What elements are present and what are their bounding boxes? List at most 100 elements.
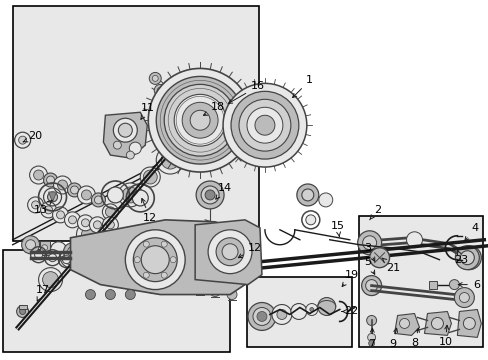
Circle shape [276, 310, 286, 319]
Circle shape [83, 250, 89, 256]
Circle shape [154, 84, 166, 96]
Circle shape [196, 181, 224, 209]
Circle shape [109, 245, 119, 255]
Circle shape [118, 183, 142, 207]
Circle shape [81, 190, 91, 200]
Polygon shape [394, 314, 419, 336]
Circle shape [459, 251, 473, 265]
Circle shape [296, 184, 318, 206]
Circle shape [157, 87, 163, 93]
Circle shape [41, 202, 57, 218]
Circle shape [20, 309, 25, 315]
Circle shape [156, 76, 244, 164]
Circle shape [106, 221, 114, 229]
Circle shape [133, 238, 177, 282]
Circle shape [210, 287, 220, 297]
Circle shape [63, 243, 81, 261]
Circle shape [369, 248, 389, 268]
Circle shape [188, 103, 202, 117]
Polygon shape [424, 311, 450, 336]
Bar [13, 6, 259, 241]
Circle shape [368, 340, 374, 346]
Circle shape [118, 123, 132, 137]
Circle shape [94, 196, 102, 204]
Circle shape [170, 257, 176, 263]
Circle shape [32, 201, 40, 209]
Circle shape [318, 193, 332, 207]
Circle shape [30, 166, 47, 184]
Circle shape [105, 289, 115, 300]
Circle shape [41, 245, 47, 251]
Circle shape [254, 115, 274, 135]
Circle shape [208, 230, 251, 274]
Circle shape [246, 107, 283, 143]
Circle shape [161, 151, 179, 169]
Text: 23: 23 [453, 251, 468, 265]
Circle shape [15, 132, 31, 148]
Circle shape [203, 100, 223, 120]
Circle shape [143, 272, 149, 278]
Circle shape [125, 289, 135, 300]
Circle shape [143, 241, 149, 247]
Circle shape [48, 254, 57, 262]
Circle shape [35, 251, 42, 259]
Polygon shape [103, 112, 147, 158]
Text: 1: 1 [292, 75, 313, 98]
Bar [19, 305, 26, 310]
Circle shape [454, 246, 478, 270]
Circle shape [132, 190, 148, 206]
Text: 6: 6 [457, 280, 479, 289]
Circle shape [174, 94, 225, 146]
Circle shape [317, 298, 335, 315]
Circle shape [169, 80, 181, 91]
Bar [358, 216, 483, 347]
Circle shape [256, 311, 266, 321]
Circle shape [362, 236, 376, 250]
Circle shape [190, 110, 210, 130]
Circle shape [161, 272, 167, 278]
Circle shape [58, 180, 67, 190]
Bar [81, 246, 91, 260]
Circle shape [216, 238, 244, 266]
Circle shape [81, 226, 99, 244]
Text: 10: 10 [438, 325, 451, 347]
Circle shape [361, 276, 381, 296]
Text: 14: 14 [215, 183, 232, 199]
Circle shape [462, 251, 475, 265]
Circle shape [34, 170, 43, 180]
Circle shape [182, 102, 218, 138]
Circle shape [448, 280, 458, 289]
Text: 12: 12 [238, 243, 262, 258]
Text: 4: 4 [464, 223, 478, 241]
Circle shape [149, 72, 161, 84]
Circle shape [122, 187, 138, 203]
Text: 18: 18 [203, 102, 224, 115]
Circle shape [102, 204, 118, 220]
Polygon shape [70, 220, 244, 294]
Circle shape [156, 146, 184, 174]
Circle shape [105, 207, 115, 217]
Circle shape [21, 236, 40, 254]
Circle shape [50, 242, 66, 258]
Circle shape [102, 217, 118, 233]
Text: 19: 19 [342, 270, 358, 287]
Circle shape [148, 68, 251, 172]
Circle shape [247, 302, 275, 330]
Circle shape [184, 76, 196, 88]
Circle shape [152, 75, 158, 81]
Circle shape [63, 251, 77, 265]
Circle shape [61, 248, 81, 268]
Circle shape [208, 105, 218, 115]
Circle shape [309, 307, 313, 311]
Circle shape [89, 217, 105, 233]
Circle shape [81, 219, 89, 227]
Circle shape [222, 244, 238, 260]
Circle shape [113, 118, 137, 142]
Bar [40, 241, 49, 255]
Text: 21: 21 [381, 258, 400, 273]
Circle shape [200, 95, 220, 115]
Circle shape [271, 305, 291, 324]
Circle shape [187, 80, 193, 85]
Circle shape [301, 189, 313, 201]
Circle shape [399, 319, 408, 328]
